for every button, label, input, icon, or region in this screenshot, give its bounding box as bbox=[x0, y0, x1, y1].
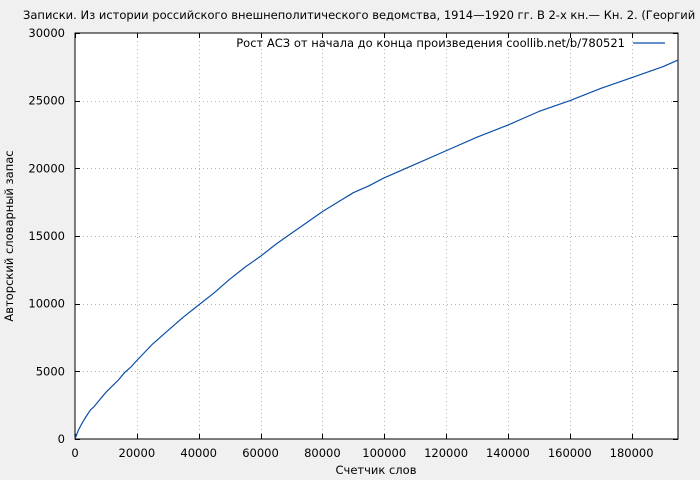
legend: Рост АСЗ от начала до конца произведения… bbox=[236, 36, 665, 50]
y-tick-label: 30000 bbox=[28, 26, 65, 40]
grid-lines bbox=[75, 33, 678, 439]
x-tick-label: 60000 bbox=[242, 446, 279, 460]
series-lines bbox=[74, 59, 679, 440]
y-axis-title: Авторский словарный запас bbox=[2, 150, 16, 321]
y-tick-label: 25000 bbox=[28, 94, 65, 108]
series-line bbox=[74, 59, 679, 440]
x-tick-label: 80000 bbox=[304, 446, 341, 460]
x-tick-label: 40000 bbox=[180, 446, 217, 460]
chart-title: Записки. Из истории российского внешнепо… bbox=[23, 8, 700, 22]
x-tick-label: 100000 bbox=[362, 446, 406, 460]
axis-ticks: 0 20000 40000 60000 80000 100000 120000 140000 1… bbox=[28, 26, 678, 460]
x-tick-label: 180000 bbox=[610, 446, 654, 460]
y-tick-label: 15000 bbox=[28, 229, 65, 243]
x-tick-label: 160000 bbox=[548, 446, 592, 460]
x-axis-title: Счетчик слов bbox=[336, 463, 417, 477]
y-tick-label: 5000 bbox=[36, 364, 65, 378]
y-tick-label: 20000 bbox=[28, 161, 65, 175]
x-tick-label: 120000 bbox=[424, 446, 468, 460]
x-tick-label: 20000 bbox=[119, 446, 156, 460]
x-tick-label: 140000 bbox=[486, 446, 530, 460]
x-tick-label: 0 bbox=[71, 446, 78, 460]
y-tick-label: 0 bbox=[58, 432, 65, 446]
y-tick-label: 10000 bbox=[28, 297, 65, 311]
legend-label: Рост АСЗ от начала до конца произведения… bbox=[236, 36, 625, 50]
